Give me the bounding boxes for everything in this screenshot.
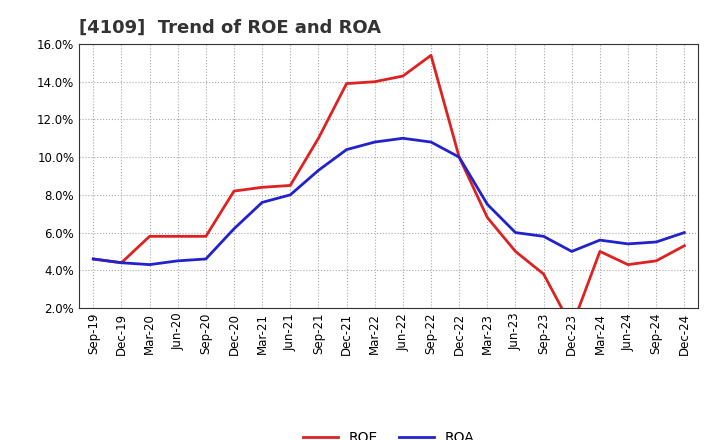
ROE bbox=[370, 79, 379, 84]
Text: [4109]  Trend of ROE and ROA: [4109] Trend of ROE and ROA bbox=[79, 19, 381, 37]
ROE bbox=[89, 257, 98, 262]
ROA bbox=[399, 136, 408, 141]
ROA bbox=[595, 238, 604, 243]
ROE bbox=[624, 262, 632, 267]
ROE bbox=[230, 188, 238, 194]
ROE bbox=[258, 185, 266, 190]
ROE bbox=[652, 258, 660, 264]
ROE bbox=[567, 324, 576, 330]
ROE bbox=[342, 81, 351, 86]
Legend: ROE, ROA: ROE, ROA bbox=[297, 426, 480, 440]
ROE bbox=[539, 271, 548, 277]
ROA bbox=[567, 249, 576, 254]
ROE bbox=[314, 136, 323, 141]
ROA bbox=[145, 262, 154, 267]
ROE bbox=[455, 154, 464, 160]
ROE bbox=[511, 249, 520, 254]
ROE bbox=[427, 53, 436, 58]
ROA bbox=[624, 241, 632, 246]
ROE bbox=[483, 215, 492, 220]
ROE bbox=[117, 260, 126, 265]
ROA bbox=[427, 139, 436, 145]
ROE bbox=[399, 73, 408, 79]
ROA bbox=[258, 200, 266, 205]
ROA bbox=[202, 257, 210, 262]
ROA bbox=[483, 202, 492, 207]
ROA bbox=[680, 230, 688, 235]
ROA bbox=[511, 230, 520, 235]
ROA bbox=[314, 168, 323, 173]
ROA bbox=[230, 226, 238, 231]
ROA bbox=[117, 260, 126, 265]
ROE bbox=[174, 234, 182, 239]
ROE bbox=[286, 183, 294, 188]
ROE bbox=[202, 234, 210, 239]
ROE bbox=[680, 243, 688, 249]
ROA bbox=[174, 258, 182, 264]
ROE bbox=[145, 234, 154, 239]
ROA bbox=[455, 154, 464, 160]
Line: ROA: ROA bbox=[94, 138, 684, 264]
ROA bbox=[539, 234, 548, 239]
ROA bbox=[342, 147, 351, 152]
ROA bbox=[370, 139, 379, 145]
ROE bbox=[595, 249, 604, 254]
ROA bbox=[286, 192, 294, 198]
ROA bbox=[89, 257, 98, 262]
ROA bbox=[652, 239, 660, 245]
Line: ROE: ROE bbox=[94, 55, 684, 327]
